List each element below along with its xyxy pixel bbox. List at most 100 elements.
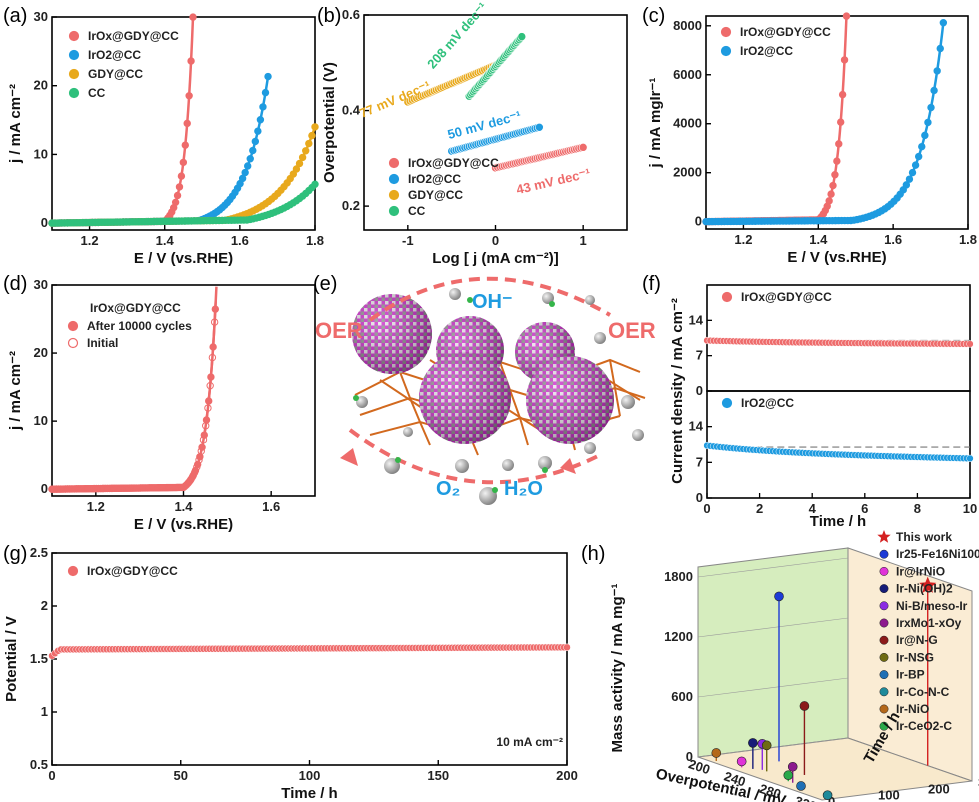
panel-label: (a) — [3, 5, 27, 27]
legend-label: Ir-CeO2-C — [896, 719, 952, 733]
water-label: H₂O — [504, 478, 543, 500]
legend-marker — [68, 30, 80, 42]
grid-line — [697, 677, 849, 698]
data-point — [921, 131, 929, 140]
legend-marker — [879, 652, 889, 662]
legend-marker — [879, 549, 889, 559]
y-axis-label: Mass activity / mA mg⁻¹ — [609, 583, 626, 752]
legend-label: IrO2@CC — [741, 396, 794, 410]
legend-label: Ir-NSG — [896, 650, 934, 664]
x-tick-label: 280 — [758, 781, 783, 802]
panel-e-schematic: (e) — [313, 273, 656, 505]
data-point — [211, 305, 220, 313]
panel-h: (h)0600120018002002402803200100200300Thi… — [581, 530, 979, 802]
oer-cycle-arrow-top — [368, 276, 611, 322]
x-tick-label: 0 — [48, 768, 55, 783]
x-axis-label: Time / h — [810, 513, 866, 530]
data-point — [179, 158, 188, 167]
data-point — [535, 122, 544, 132]
y-tick-label: 7 — [696, 348, 703, 363]
x-tick-label: 1.6 — [884, 232, 902, 247]
series-line-IrO2@CC — [51, 76, 270, 225]
legend-marker — [388, 189, 400, 201]
data-point — [933, 67, 941, 75]
x-tick-label: 1 — [580, 233, 587, 248]
y-tick-label: 1800 — [664, 569, 693, 584]
series-markers-CC — [48, 180, 319, 227]
data-point-Ir-NSG — [761, 740, 772, 751]
y-tick-label: 10 — [34, 413, 48, 428]
legend-label: IrO2@CC — [88, 48, 141, 62]
data-point — [298, 153, 307, 162]
series-markers-After 10000 cycles — [48, 305, 220, 493]
data-point — [254, 127, 262, 135]
tafel-series-IrOx@GDY@CC — [491, 143, 588, 173]
legend-marker — [879, 635, 889, 645]
panel-b: (b)-1 0 10.20.40.643 mV dec⁻¹50 mV dec⁻¹77… — [317, 0, 628, 267]
data-point — [908, 168, 917, 177]
x-tick-label: 8 — [914, 501, 921, 516]
data-point-This work — [919, 576, 937, 593]
y-tick-label: 1.5 — [30, 651, 48, 666]
data-point — [181, 141, 189, 149]
data-point — [185, 92, 193, 100]
data-point-Ir-CeO2-C — [783, 770, 794, 781]
x-tick-label: 2 — [756, 501, 763, 516]
data-point — [249, 146, 257, 155]
tafel-series-IrO2@CC — [447, 122, 544, 156]
plot-frame-g — [51, 552, 568, 766]
y-tick-label: 0 — [41, 215, 48, 230]
data-point — [187, 57, 195, 65]
legend-marker — [879, 687, 889, 697]
legend-label: IrOx@GDY@CC — [741, 290, 832, 304]
legend-marker — [68, 68, 80, 80]
x-axis-label: Time / h — [281, 785, 337, 802]
data-point — [966, 340, 974, 348]
legend-marker — [720, 45, 732, 57]
legend-marker — [877, 530, 891, 543]
x-tick-label: 150 — [427, 768, 449, 783]
stability-series-IrO2@CC — [703, 441, 974, 463]
y-axis-label: Potential / V — [3, 616, 20, 702]
data-point-IrxMo1-xOy — [787, 761, 798, 772]
legend-label: Ni-B/meso-Ir — [896, 599, 968, 613]
plot-frame-d — [51, 284, 316, 497]
legend-label: Ir-BP — [896, 668, 925, 682]
panel-c: (c) 1.2 1.4 1.6 1.8 0 2000 4000 6000 8000 E / V (v… — [642, 5, 977, 266]
data-point — [311, 180, 319, 188]
y-axis-label: j / mA cm⁻² — [7, 351, 24, 431]
data-point — [198, 443, 206, 451]
x-tick-label: 1.4 — [809, 232, 828, 247]
legend-label: After 10000 cycles — [87, 319, 192, 333]
data-point-Ir@IrNiO — [736, 756, 747, 767]
grid-line — [697, 617, 849, 638]
data-point — [308, 131, 316, 140]
legend-label: Ir@N-G — [896, 633, 938, 647]
data-point-Ir-BP — [796, 781, 806, 791]
data-point — [905, 175, 914, 183]
legend-label: Ir25-Fe16Ni100P64 — [896, 547, 979, 561]
data-point — [171, 198, 180, 207]
data-point — [207, 373, 215, 381]
legend-marker — [879, 704, 889, 714]
legend-marker — [388, 205, 400, 217]
panel-label: (b) — [317, 5, 341, 27]
x-tick-label: 0 — [492, 233, 499, 248]
y-tick-label: 10 — [34, 146, 48, 161]
legend-marker — [721, 291, 733, 303]
legend-marker — [388, 173, 400, 185]
oer-cycle-arrow-bottom — [348, 428, 601, 485]
water-molecules — [353, 288, 644, 505]
tafel-slope-label: 208 mV dec⁻¹ — [424, 0, 490, 71]
x-tick-label: 1.2 — [81, 233, 99, 248]
data-point — [193, 460, 202, 469]
legend-marker — [67, 320, 79, 332]
legend-marker — [67, 565, 79, 577]
data-point — [924, 118, 932, 127]
panel-label: (d) — [3, 273, 27, 295]
y-tick-label: 1200 — [664, 629, 693, 644]
legend-label: IrO2@CC — [408, 172, 461, 186]
data-point — [831, 171, 839, 179]
series-line-After 10000 cycles — [51, 286, 218, 491]
data-point — [209, 343, 217, 351]
